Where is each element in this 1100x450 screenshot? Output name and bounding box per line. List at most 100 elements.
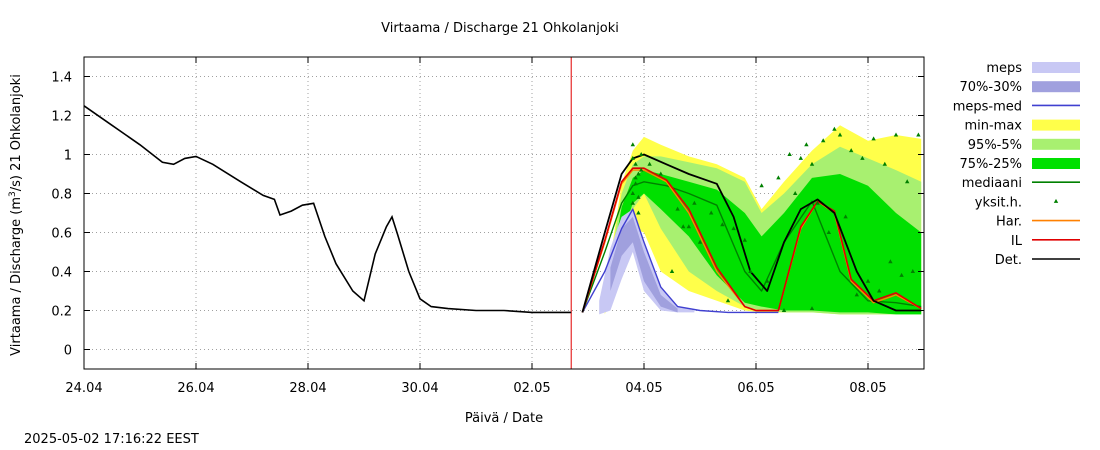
point-27 [832,126,837,131]
x-tick-label-2: 28.04 [289,381,326,396]
point-28 [837,132,843,137]
point-54 [809,306,815,311]
point-51 [681,224,686,229]
point-34 [905,179,910,184]
legend-swatch-95-5- [1032,138,1080,150]
point-17 [720,222,725,227]
point-52 [748,269,753,273]
legend-swatch-min-max [1032,119,1080,131]
legend-label-har-: Har. [996,215,1022,230]
legend-label-75-25-: 75%-25% [960,157,1022,172]
point-33 [893,132,899,137]
point-40 [765,278,770,283]
x-axis-label: Päivä / Date [465,411,543,426]
legend-label-meps: meps [986,61,1022,76]
x-tick-label-1: 26.04 [177,381,214,396]
point-14 [675,206,680,211]
individual-points [630,126,921,312]
series-mediaani [581,181,922,313]
x-tick-label-3: 30.04 [401,381,438,396]
point-21 [776,175,781,180]
point-23 [798,155,803,160]
point-35 [916,132,921,137]
point-49 [899,272,904,277]
point-39 [725,298,731,303]
point-22 [787,152,792,156]
x-tick-label-0: 24.04 [65,381,102,396]
axis-ticks: 0 0.2 0.4 0.6 0.8 1 1.2 1.4 24.04 26.04 28.04 30.04… [51,57,924,396]
point-10 [639,167,644,172]
point-29 [849,148,854,153]
y-axis-label: Virtaama / Discharge (m3/s) 21 Ohkolanjo… [8,74,24,356]
point-3 [639,152,644,156]
point-8 [636,210,641,215]
point-37 [686,224,691,229]
point-20 [759,183,764,188]
point-48 [888,259,893,264]
point-41 [793,191,798,195]
point-6 [636,194,641,199]
point-0 [630,191,635,195]
point-32 [882,161,887,166]
plot-frame [83,56,925,370]
point-12 [647,161,652,166]
legend-label-70-30-: 70%-30% [960,80,1022,95]
y-tick-label-0: 0 [64,344,72,359]
point-30 [860,155,865,160]
legend-swatch-75-25- [1032,158,1080,169]
chart-title: Virtaama / Discharge 21 Ohkolanjoki [381,21,619,36]
x-tick-label-4: 02.05 [513,381,550,396]
series-meps-med [581,208,779,314]
y-tick-label-5: 1 [64,149,72,164]
y-tick-label-3: 0.6 [51,227,72,242]
point-9 [633,175,638,180]
point-25 [809,161,815,166]
point-15 [692,200,697,205]
x-tick-label-7: 08.05 [849,381,886,396]
series-il [581,167,922,313]
point-18 [731,226,736,231]
timestamp: 2025-05-02 17:16:22 EEST [24,432,199,447]
point-42 [815,200,820,205]
point-45 [854,292,859,297]
point-47 [877,288,882,293]
point-50 [910,269,915,273]
point-24 [804,142,809,147]
point-13 [658,171,663,176]
point-2 [636,171,641,176]
legend-swatch-70-30- [1032,81,1080,93]
point-11 [630,155,635,160]
frame-border [83,56,925,370]
point-26 [821,138,826,143]
x-tick-label-5: 04.05 [625,381,662,396]
y-tick-label-4: 0.8 [51,188,72,203]
point-43 [826,230,831,234]
point-4 [630,142,635,147]
y-tick-label-2: 0.4 [51,266,72,281]
y-tick-label-7: 1.4 [51,71,72,86]
y-tick-label-1: 0.2 [51,305,72,320]
point-36 [669,269,675,273]
point-46 [865,278,871,283]
y-tick-label-6: 1.2 [51,110,72,125]
series-observed [83,105,572,314]
x-tick-label-6: 06.05 [737,381,774,396]
point-19 [742,237,747,242]
legend-swatch-yksit-h- [1053,198,1059,203]
legend-label-yksit-h-: yksit.h. [975,195,1022,210]
point-5 [633,161,638,166]
point-1 [633,181,638,186]
point-7 [630,200,635,205]
legend-label-meps-med: meps-med [953,99,1022,114]
legend: meps 70%-30% meps-med min-max 95%-5% 75%-25% m… [953,61,1080,268]
point-16 [709,210,714,215]
legend-label-min-max: min-max [964,119,1022,134]
band-70-30- [610,216,678,313]
point-44 [843,214,848,219]
point-31 [871,136,876,141]
legend-label-il: IL [1011,234,1023,249]
point-38 [697,239,703,244]
legend-label-det-: Det. [995,253,1022,268]
legend-label-mediaani: mediaani [962,176,1022,191]
